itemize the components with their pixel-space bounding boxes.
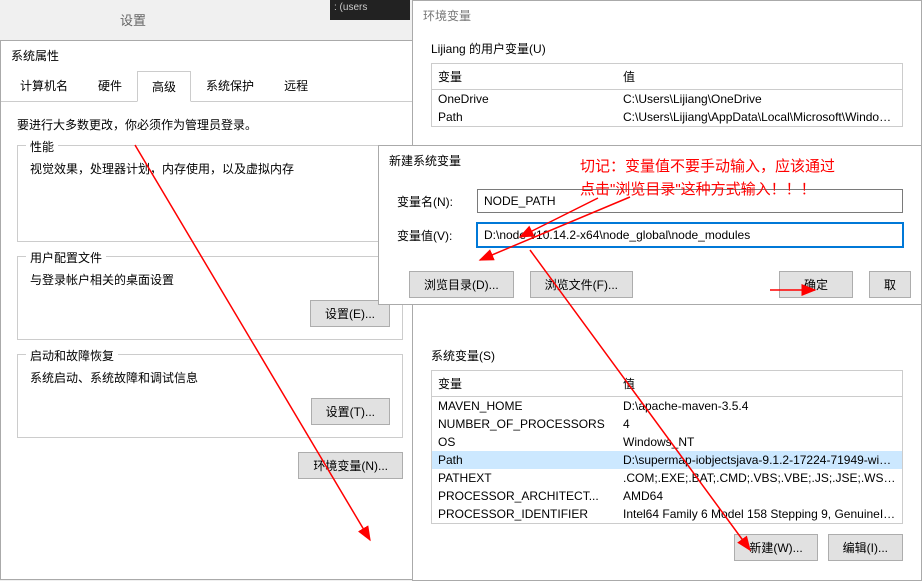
perf-group-text: 视觉效果，处理器计划，内存使用，以及虚拟内存	[30, 160, 390, 177]
varname-input[interactable]	[477, 189, 903, 213]
startup-group-title: 启动和故障恢复	[26, 347, 118, 364]
envvars-title: 环境变量	[413, 1, 921, 30]
user-col-var: 变量	[438, 68, 623, 85]
userprofile-group: 用户配置文件 与登录帐户相关的桌面设置 设置(E)...	[17, 256, 403, 340]
userprofile-group-title: 用户配置文件	[26, 249, 106, 266]
tab-sysprotect[interactable]: 系统保护	[191, 70, 269, 101]
sys-vars-label: 系统变量(S)	[431, 347, 903, 364]
table-row[interactable]: PathD:\supermap-iobjectsjava-9.1.2-17224…	[432, 451, 902, 469]
table-row[interactable]: PathC:\Users\Lijiang\AppData\Local\Micro…	[432, 108, 902, 126]
userprofile-group-text: 与登录帐户相关的桌面设置	[30, 271, 390, 288]
new-sysvar-dialog: 新建系统变量 变量名(N): 变量值(V): 浏览目录(D)... 浏览文件(F…	[378, 145, 922, 305]
system-properties-window: 系统属性 计算机名 硬件 高级 系统保护 远程 要进行大多数更改，你必须作为管理…	[0, 40, 420, 580]
startup-group: 启动和故障恢复 系统启动、系统故障和调试信息 设置(T)...	[17, 354, 403, 438]
perf-group-title: 性能	[26, 138, 58, 155]
user-vars-table[interactable]: 变量 值 OneDriveC:\Users\Lijiang\OneDrivePa…	[431, 63, 903, 127]
table-row[interactable]: OSWindows_NT	[432, 433, 902, 451]
browse-dir-button[interactable]: 浏览目录(D)...	[409, 271, 514, 298]
varvalue-label: 变量值(V):	[397, 227, 477, 244]
perf-group: 性能 视觉效果，处理器计划，内存使用，以及虚拟内存	[17, 145, 403, 242]
sys-col-val: 值	[623, 375, 896, 392]
ok-button[interactable]: 确定	[779, 271, 853, 298]
varname-label: 变量名(N):	[397, 193, 477, 210]
settings-label: 设置	[120, 10, 146, 29]
table-row[interactable]: PROCESSOR_ARCHITECT...AMD64	[432, 487, 902, 505]
table-row[interactable]: OneDriveC:\Users\Lijiang\OneDrive	[432, 90, 902, 108]
sys-vars-table[interactable]: 变量 值 MAVEN_HOMED:\apache-maven-3.5.4NUMB…	[431, 370, 903, 524]
newvar-title: 新建系统变量	[379, 146, 921, 175]
table-row[interactable]: NUMBER_OF_PROCESSORS4	[432, 415, 902, 433]
cancel-button[interactable]: 取	[869, 271, 911, 298]
tab-advanced[interactable]: 高级	[137, 71, 191, 102]
sysprops-title: 系统属性	[1, 41, 419, 70]
tab-hardware[interactable]: 硬件	[83, 70, 137, 101]
varvalue-input[interactable]	[477, 223, 903, 247]
table-row[interactable]: PATHEXT.COM;.EXE;.BAT;.CMD;.VBS;.VBE;.JS…	[432, 469, 902, 487]
sysprops-tabs: 计算机名 硬件 高级 系统保护 远程	[1, 70, 419, 102]
sys-new-button[interactable]: 新建(W)...	[734, 534, 817, 561]
env-vars-button[interactable]: 环境变量(N)...	[298, 452, 403, 479]
startup-group-text: 系统启动、系统故障和调试信息	[30, 369, 390, 386]
browse-file-button[interactable]: 浏览文件(F)...	[530, 271, 633, 298]
user-vars-label: Lijiang 的用户变量(U)	[431, 40, 903, 57]
tab-remote[interactable]: 远程	[269, 70, 323, 101]
sys-edit-button[interactable]: 编辑(I)...	[828, 534, 903, 561]
tab-computername[interactable]: 计算机名	[5, 70, 83, 101]
table-row[interactable]: PROCESSOR_IDENTIFIERIntel64 Family 6 Mod…	[432, 505, 902, 523]
startup-settings-button[interactable]: 设置(T)...	[311, 398, 390, 425]
admin-notice: 要进行大多数更改，你必须作为管理员登录。	[17, 116, 403, 133]
terminal-snippet: : (users	[330, 0, 410, 20]
user-col-val: 值	[623, 68, 896, 85]
table-row[interactable]: MAVEN_HOMED:\apache-maven-3.5.4	[432, 397, 902, 415]
sys-col-var: 变量	[438, 375, 623, 392]
